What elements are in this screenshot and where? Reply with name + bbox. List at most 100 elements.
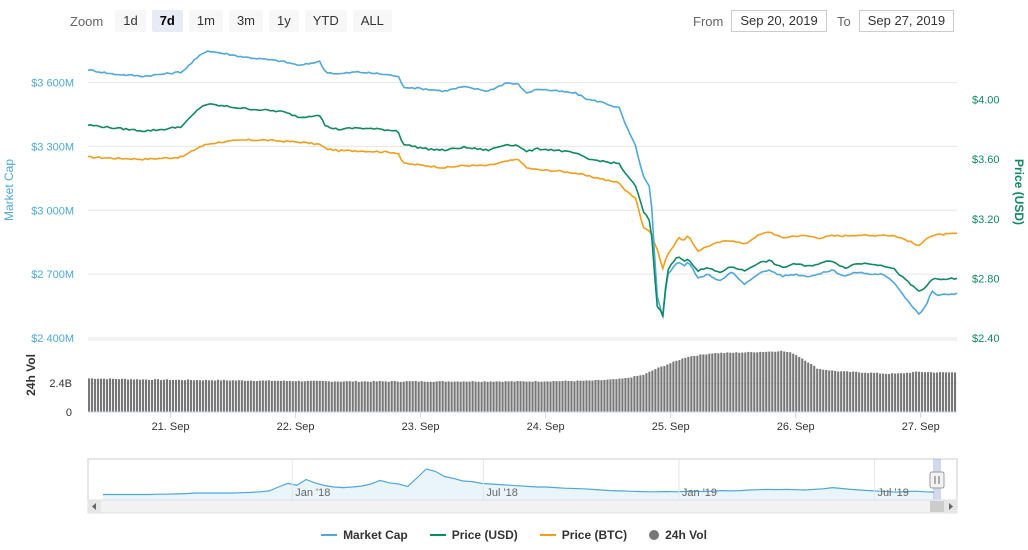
volume-bar [276, 380, 279, 412]
price-usd-axis-title: Price (USD) [1012, 159, 1026, 225]
volume-bar [480, 381, 483, 412]
volume-bar [648, 371, 651, 412]
volume-bar [603, 380, 606, 412]
volume-bar [231, 380, 234, 412]
volume-bar [894, 373, 897, 412]
volume-bar [744, 352, 747, 412]
series-line-price-btc [87, 138, 958, 272]
volume-bar [390, 381, 393, 412]
volume-bar [615, 379, 618, 412]
volume-bar [735, 352, 738, 412]
date-range-from: From Sep 20, 2019 [693, 10, 827, 32]
volume-bar [501, 381, 504, 412]
volume-bar [711, 353, 714, 412]
volume-bar [561, 381, 564, 412]
volume-tick-label: 2.4B [49, 378, 72, 390]
zoom-button-1d[interactable]: 1d [115, 10, 146, 32]
volume-bar [123, 378, 127, 412]
volume-bar [756, 352, 759, 412]
scroll-right-arrow-icon [949, 503, 953, 510]
volume-bar [654, 369, 657, 412]
volume-bar [186, 379, 189, 412]
volume-bar [189, 380, 192, 412]
volume-bar [339, 381, 342, 412]
from-date-input[interactable]: Sep 20, 2019 [731, 10, 827, 32]
volume-bar [720, 352, 723, 412]
volume-bar [297, 380, 300, 412]
series-line-market-cap [87, 50, 958, 318]
volume-bar [222, 379, 225, 412]
volume-bar [357, 381, 360, 412]
legend-item-price-btc[interactable]: Price (BTC) [539, 528, 628, 542]
legend-item-24h-vol[interactable]: 24h Vol [649, 528, 707, 542]
volume-bar [843, 371, 846, 412]
volume-bar [393, 381, 396, 412]
volume-bar [303, 381, 306, 412]
legend-item-price-usd[interactable]: Price (USD) [429, 528, 518, 542]
zoom-button-3m[interactable]: 3m [228, 10, 263, 32]
volume-bar [951, 372, 954, 412]
volume-bar [312, 380, 315, 412]
volume-bar [420, 381, 423, 412]
volume-bar [564, 380, 567, 412]
volume-bar [336, 381, 339, 412]
volume-bar [261, 380, 264, 412]
volume-bar [588, 380, 591, 412]
volume-bar [252, 381, 255, 412]
zoom-button-1y[interactable]: 1y [269, 10, 299, 32]
legend-label: Price (BTC) [561, 528, 628, 542]
volume-bar [453, 381, 456, 412]
volume-bar [696, 355, 699, 412]
volume-bar [447, 381, 450, 412]
volume-bar [213, 380, 216, 412]
volume-bar [120, 378, 124, 412]
volume-tick-label: 0 [66, 407, 72, 419]
navigator[interactable]: Jan '18 Jul '18 Jan '19 Jul '19 [87, 458, 958, 514]
volume-bar [204, 379, 207, 412]
volume-bar [624, 378, 627, 412]
x-tick-label: 26. Sep [777, 421, 815, 433]
volume-bar [789, 352, 792, 412]
volume-bar [492, 381, 495, 412]
volume-bar [891, 373, 894, 412]
volume-bar [354, 381, 357, 412]
volume-bar [201, 380, 204, 412]
volume-bar [516, 381, 519, 412]
volume-bar [282, 380, 285, 412]
volume-bar [237, 380, 240, 412]
volume-bar [558, 381, 561, 412]
volume-bar [255, 381, 258, 412]
price-chart[interactable]: $3 600M $3 300M $3 000M $2 700M $2 400M $4.0… [0, 0, 1028, 525]
zoom-button-ytd[interactable]: YTD [304, 10, 347, 32]
volume-bar [459, 381, 462, 412]
zoom-button-1m[interactable]: 1m [188, 10, 223, 32]
y-right-tick-label: $2.40 [972, 333, 1000, 345]
volume-bar [99, 378, 103, 412]
legend-item-market-cap[interactable]: Market Cap [321, 528, 408, 542]
volume-bar [402, 381, 405, 412]
volume-bar [690, 356, 693, 412]
volume-bar [270, 380, 273, 412]
volume-bar [801, 358, 804, 412]
navigator-area [103, 469, 934, 500]
volume-bar [129, 379, 133, 412]
volume-bars [88, 350, 957, 412]
volume-bar [606, 379, 609, 412]
volume-bar [486, 381, 489, 412]
volume-bar [288, 381, 291, 412]
zoom-button-7d[interactable]: 7d [151, 10, 183, 32]
volume-bar [348, 381, 351, 412]
volume-bar [294, 381, 297, 412]
to-date-input[interactable]: Sep 27, 2019 [858, 10, 955, 32]
volume-bar [408, 381, 411, 412]
volume-bar [945, 372, 948, 412]
volume-bar [741, 352, 744, 412]
market-cap-axis-title: Market Cap [2, 159, 16, 221]
volume-bar [300, 381, 303, 412]
navigator-handle [929, 471, 945, 489]
y-right-tick-label: $2.80 [972, 273, 1000, 285]
volume-bar [567, 381, 570, 412]
volume-bar [465, 381, 468, 412]
volume-bar [513, 381, 516, 412]
zoom-button-all[interactable]: ALL [352, 10, 392, 32]
